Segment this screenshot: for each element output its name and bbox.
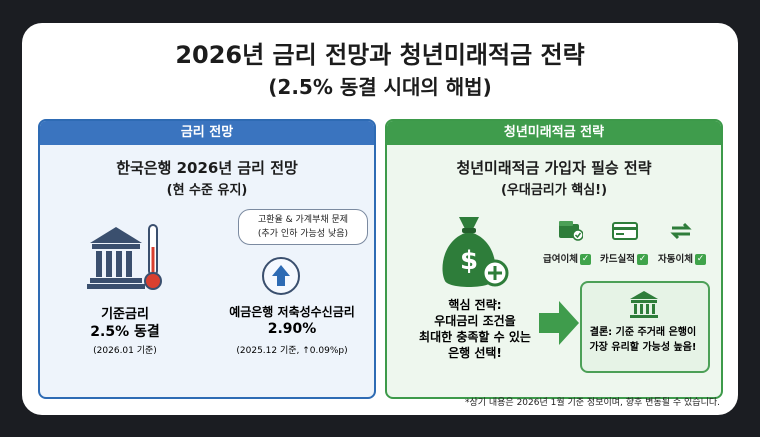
deposit-rate-label: 예금은행 저축성수신금리	[229, 305, 355, 319]
check-icon: ✓	[694, 254, 706, 265]
deposit-rate-date: (2025.12 기준, ↑0.09%p)	[236, 346, 348, 356]
check-icon: ✓	[579, 254, 591, 265]
svg-text:$: $	[460, 246, 478, 276]
credit-card-icon	[612, 222, 638, 240]
main-subtitle: (2.5% 동결 시대의 해법)	[268, 75, 492, 99]
rate-outlook-subheading: (현 수준 유지)	[166, 183, 248, 198]
feature-card-usage: 카드실적 ✓	[600, 254, 648, 265]
bank-icon	[630, 291, 658, 318]
bank-thermometer-icon	[87, 224, 162, 290]
core-strategy-text: 핵심 전략: 우대금리 조건을 최대한 충족할 수 있는 은행 선택!	[419, 298, 531, 360]
rate-outlook-panel: 금리 전망 한국은행 2026년 금리 전망 (현 수준 유지) 고환율 & 가…	[38, 119, 376, 399]
policy-bubble: 고환율 & 가계부채 문제 (추가 인하 가능성 낮음)	[238, 209, 368, 245]
conclusion-text: 결론: 기준 주거래 은행이 가장 유리할 가능성 높음!	[589, 327, 697, 353]
check-icon: ✓	[636, 254, 648, 265]
savings-strategy-panel: 청년미래적금 전략 청년미래적금 가입자 필승 전략 (우대금리가 핵심!) $	[385, 119, 723, 399]
wallet-icon	[559, 221, 583, 241]
rate-outlook-header: 금리 전망	[40, 121, 374, 145]
infographic-card: 2026년 금리 전망과 청년미래적금 전략 (2.5% 동결 시대의 해법) …	[22, 23, 738, 415]
deposit-rate-value: 2.90%	[267, 321, 317, 337]
conclusion-box: 결론: 기준 주거래 은행이 가장 유리할 가능성 높음!	[580, 281, 710, 373]
savings-strategy-heading: 청년미래적금 가입자 필승 전략	[456, 159, 652, 177]
main-title: 2026년 금리 전망과 청년미래적금 전략	[175, 41, 585, 69]
base-rate-date: (2026.01 기준)	[93, 346, 157, 356]
money-bag-icon: $	[442, 217, 509, 287]
savings-strategy-header: 청년미래적금 전략	[387, 121, 721, 145]
feature-auto-transfer: 자동이체 ✓	[658, 254, 706, 265]
rate-outlook-heading: 한국은행 2026년 금리 전망	[116, 159, 298, 177]
right-arrow-icon	[539, 301, 579, 345]
base-rate-value: 2.5% 동결	[90, 324, 160, 340]
auto-transfer-icon	[670, 222, 692, 240]
feature-payroll: 급여이체 ✓	[543, 254, 591, 265]
footnote: *상기 내용은 2026년 1월 기준 정보이며, 향후 변동될 수 있습니다.	[464, 398, 720, 408]
base-rate-label: 기준금리	[101, 307, 149, 322]
savings-strategy-subheading: (우대금리가 핵심!)	[500, 183, 608, 198]
up-arrow-icon	[262, 257, 300, 295]
